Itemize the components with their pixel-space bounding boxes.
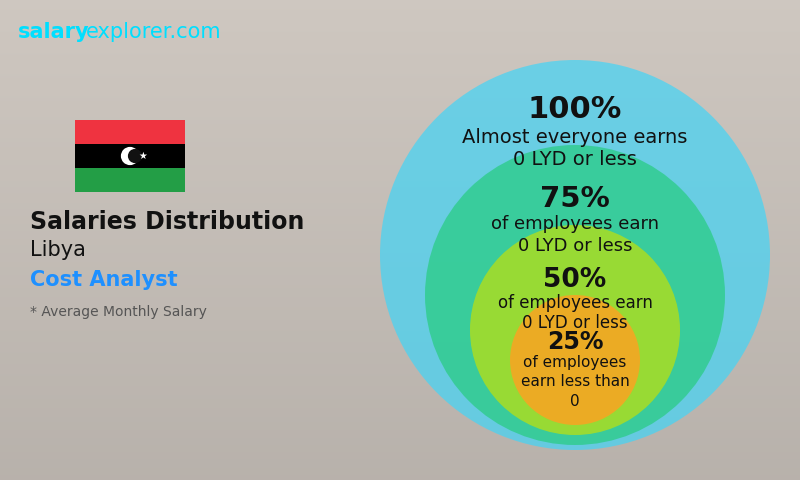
Bar bbox=[75, 144, 185, 168]
Circle shape bbox=[121, 147, 139, 165]
Text: of employees: of employees bbox=[523, 355, 626, 370]
Bar bbox=[75, 120, 185, 144]
Text: 75%: 75% bbox=[540, 185, 610, 213]
Text: 100%: 100% bbox=[528, 95, 622, 124]
Text: 25%: 25% bbox=[546, 330, 603, 354]
Text: 50%: 50% bbox=[543, 267, 606, 293]
Text: Cost Analyst: Cost Analyst bbox=[30, 270, 178, 290]
Circle shape bbox=[470, 225, 680, 435]
Text: of employees earn: of employees earn bbox=[498, 294, 653, 312]
Bar bbox=[75, 168, 185, 192]
Text: salary: salary bbox=[18, 22, 90, 42]
Text: 0 LYD or less: 0 LYD or less bbox=[513, 150, 637, 169]
Circle shape bbox=[510, 295, 640, 425]
Text: 0 LYD or less: 0 LYD or less bbox=[518, 237, 632, 255]
Text: explorer.com: explorer.com bbox=[86, 22, 222, 42]
Text: ★: ★ bbox=[138, 151, 146, 161]
Text: of employees earn: of employees earn bbox=[491, 215, 659, 233]
Circle shape bbox=[380, 60, 770, 450]
Text: Almost everyone earns: Almost everyone earns bbox=[462, 128, 688, 147]
Text: Libya: Libya bbox=[30, 240, 86, 260]
Text: * Average Monthly Salary: * Average Monthly Salary bbox=[30, 305, 207, 319]
Text: Salaries Distribution: Salaries Distribution bbox=[30, 210, 304, 234]
Text: 0 LYD or less: 0 LYD or less bbox=[522, 314, 628, 332]
Text: 0: 0 bbox=[570, 394, 580, 409]
Text: earn less than: earn less than bbox=[521, 374, 630, 389]
Circle shape bbox=[425, 145, 725, 445]
Circle shape bbox=[128, 149, 142, 163]
